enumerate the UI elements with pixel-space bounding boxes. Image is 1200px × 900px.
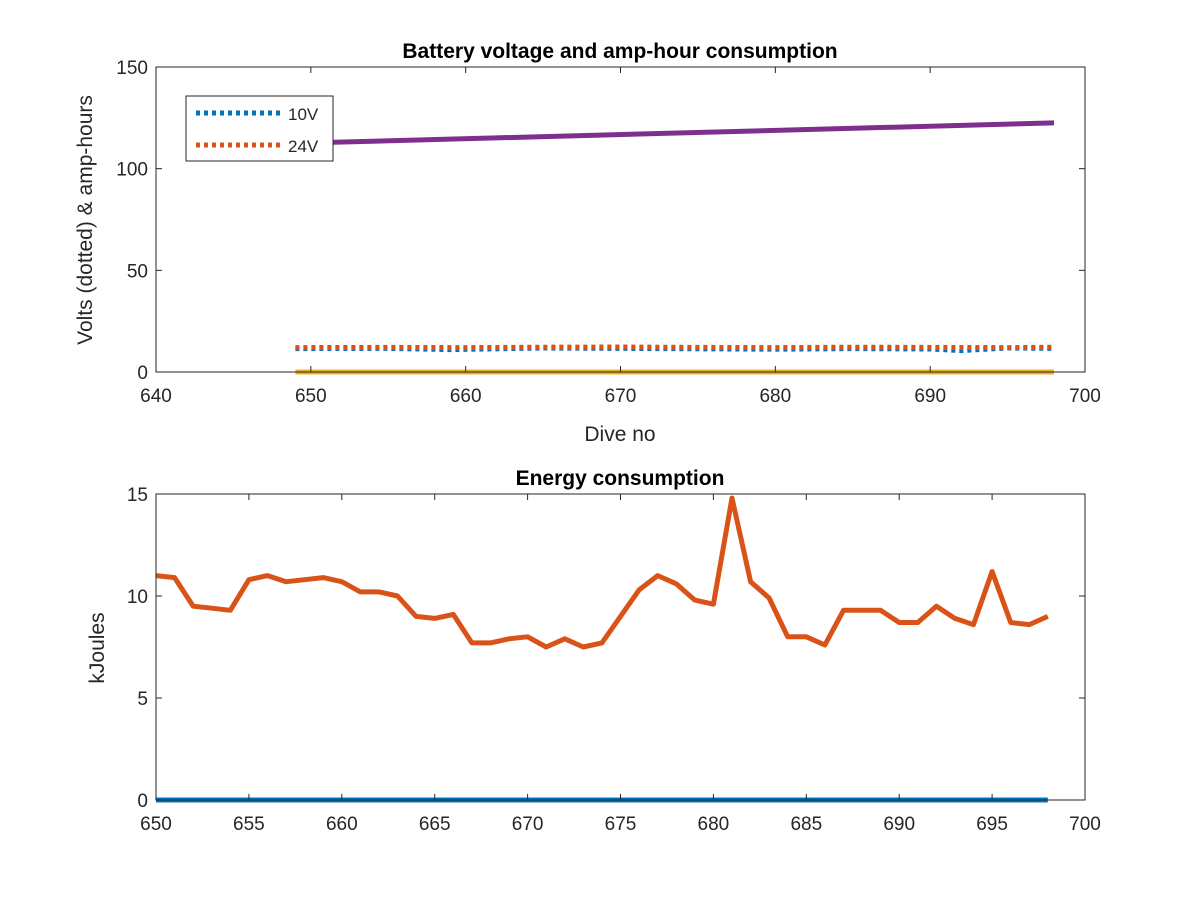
energy-y-tick-label: 10 <box>127 587 148 608</box>
energy-x-tick-label: 700 <box>1069 814 1101 835</box>
energy-x-tick-label: 680 <box>698 814 730 835</box>
energy-chart-title: Energy consumption <box>516 467 725 490</box>
energy-x-tick-label: 660 <box>326 814 358 835</box>
battery-chart: Battery voltage and amp-hour consumption… <box>74 40 1101 446</box>
energy-plot-area: 650 655 660 665 670 675 680 685 690 695 700 0 5 10 15 <box>127 485 1101 835</box>
battery-chart-title: Battery voltage and amp-hour consumption <box>402 40 837 63</box>
energy-x-tick-label: 650 <box>140 814 172 835</box>
battery-x-tick-label: 690 <box>914 386 946 407</box>
battery-x-tick-label: 670 <box>605 386 637 407</box>
battery-y-tick-label: 100 <box>116 160 148 181</box>
battery-y-tick-label: 0 <box>137 363 148 384</box>
battery-x-tick-label: 650 <box>295 386 327 407</box>
energy-x-tick-label: 655 <box>233 814 265 835</box>
battery-y-axis-label: Volts (dotted) & amp-hours <box>74 95 97 345</box>
energy-x-tick-label: 685 <box>790 814 822 835</box>
energy-x-tick-label: 695 <box>976 814 1008 835</box>
battery-x-tick-label: 700 <box>1069 386 1101 407</box>
energy-x-tick-label: 670 <box>512 814 544 835</box>
energy-y-tick-label: 15 <box>127 485 148 506</box>
battery-y-tick-label: 150 <box>116 58 148 79</box>
battery-x-tick-label: 680 <box>759 386 791 407</box>
battery-series-line-3 <box>295 120 1055 146</box>
energy-x-tick-label: 675 <box>605 814 637 835</box>
energy-y-tick-label: 5 <box>137 689 148 710</box>
energy-chart: Energy consumption 650 655 660 665 670 675 680… <box>86 467 1101 835</box>
battery-x-tick-label: 640 <box>140 386 172 407</box>
battery-series-line-24v <box>295 344 1055 351</box>
energy-x-tick-label: 665 <box>419 814 451 835</box>
energy-y-axis-label: kJoules <box>86 612 109 683</box>
battery-x-tick-label: 660 <box>450 386 482 407</box>
battery-legend: 10V 24V <box>185 95 334 162</box>
energy-y-tick-label: 0 <box>137 791 148 812</box>
battery-plot-area: 640 650 660 670 680 690 700 0 50 100 150 <box>116 58 1101 407</box>
battery-y-tick-label: 50 <box>127 261 148 282</box>
legend-label-24v: 24V <box>288 137 319 156</box>
legend-box <box>185 95 334 162</box>
battery-x-axis-label: Dive no <box>584 423 655 446</box>
energy-series-line-1 <box>155 495 1049 650</box>
energy-x-tick-label: 690 <box>883 814 915 835</box>
legend-label-10v: 10V <box>288 105 319 124</box>
